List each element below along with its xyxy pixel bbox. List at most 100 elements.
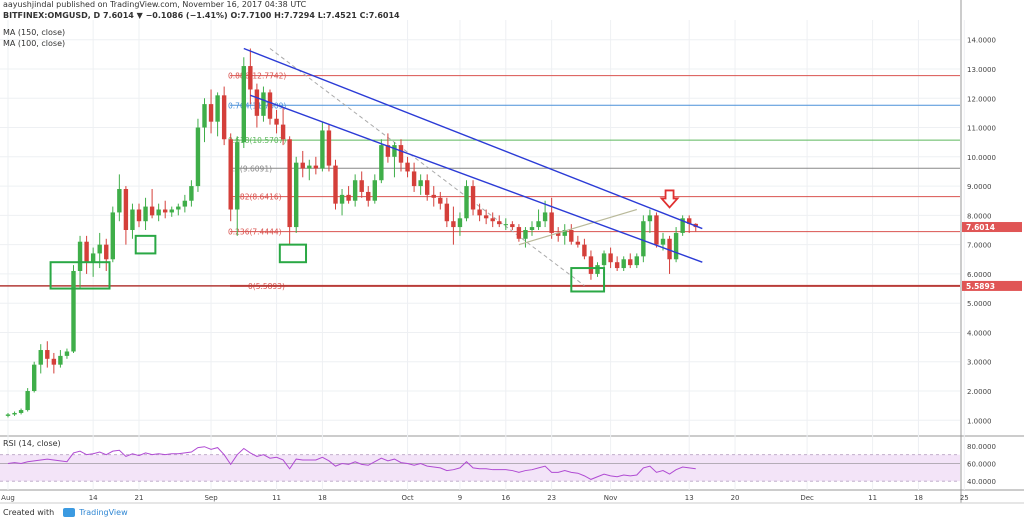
- main-pane[interactable]: [0, 20, 960, 432]
- candle-body: [425, 180, 430, 195]
- candle-body: [280, 124, 286, 140]
- candle: [208, 89, 214, 134]
- candle: [418, 174, 423, 195]
- time-tick-label: 11: [868, 494, 877, 502]
- candle: [261, 86, 266, 122]
- candle: [385, 133, 391, 163]
- candle-body: [601, 253, 607, 266]
- price-tick-label: 7.0000: [967, 242, 992, 250]
- candle-body: [392, 145, 397, 157]
- dashed-trend-line[interactable]: [269, 48, 585, 287]
- footer-brand[interactable]: TradingView: [79, 508, 128, 517]
- candle: [45, 341, 50, 368]
- candle-body: [641, 221, 646, 257]
- candle-body: [38, 350, 43, 365]
- candle-body: [274, 118, 279, 125]
- candle: [608, 247, 613, 269]
- candle: [12, 411, 17, 416]
- candle-body: [503, 224, 508, 226]
- candle: [130, 203, 135, 239]
- time-tick-label: 25: [960, 494, 969, 502]
- candle: [673, 227, 679, 263]
- time-tick-label: 9: [458, 494, 462, 502]
- candle-body: [575, 241, 581, 245]
- candle-body: [660, 238, 666, 245]
- candles: [5, 48, 698, 418]
- candle: [104, 238, 109, 271]
- rsi-tick-label: 40.0000: [967, 478, 996, 486]
- symbol-ohlc-line: BITFINEX:OMGUSD, D 7.6014 ▼ −0.1086 (−1.…: [3, 11, 400, 20]
- candle: [595, 262, 600, 277]
- time-tick-label: 18: [914, 494, 923, 502]
- candle: [575, 235, 581, 248]
- candle: [398, 139, 404, 172]
- candle-body: [523, 230, 528, 239]
- candle-body: [562, 230, 567, 236]
- candle: [680, 215, 685, 236]
- bearish-trend-line[interactable]: [250, 94, 703, 263]
- candle-body: [477, 209, 482, 216]
- candle: [18, 408, 24, 415]
- candle: [523, 227, 528, 248]
- indicator-ma150[interactable]: MA (150, close): [3, 28, 66, 37]
- time-tick-label: 11: [272, 494, 281, 502]
- resistance-arrow-icon[interactable]: [659, 189, 680, 209]
- candle-body: [667, 238, 672, 260]
- candle: [687, 215, 692, 233]
- candle: [582, 238, 587, 260]
- candle-body: [235, 142, 240, 210]
- time-tick-label: 18: [318, 494, 327, 502]
- candle: [464, 180, 469, 222]
- channel-line[interactable]: [518, 208, 637, 246]
- bearish-trend-line[interactable]: [243, 47, 703, 230]
- price-tick-label: 5.0000: [967, 300, 992, 308]
- candle: [366, 186, 371, 207]
- candle-body: [536, 221, 541, 228]
- price-tick-label: 2.0000: [967, 388, 992, 396]
- time-tick-label: Oct: [401, 494, 413, 502]
- candle: [235, 136, 240, 236]
- candle-body: [464, 186, 469, 219]
- candle: [189, 180, 194, 207]
- candle: [562, 224, 567, 245]
- candle-body: [320, 130, 325, 169]
- support-highlight-box[interactable]: [570, 267, 606, 293]
- candle-body: [654, 215, 659, 245]
- candle-body: [104, 244, 109, 260]
- candle: [176, 203, 181, 216]
- candle-body: [483, 215, 489, 219]
- candle-body: [346, 194, 351, 201]
- candle-body: [457, 218, 463, 228]
- candle: [654, 212, 659, 248]
- candle-body: [182, 200, 188, 207]
- support-highlight-box[interactable]: [49, 261, 111, 290]
- candle-body: [202, 104, 207, 128]
- candle: [621, 256, 626, 271]
- footer-created-label: Created with: [3, 508, 55, 517]
- rsi-pane[interactable]: [0, 446, 960, 482]
- candle-body: [647, 215, 653, 222]
- candle-body: [608, 253, 613, 263]
- candle: [549, 197, 554, 239]
- support-highlight-box[interactable]: [278, 243, 308, 264]
- candle: [588, 250, 594, 280]
- candle: [51, 352, 57, 374]
- tradingview-logo-icon: [62, 508, 75, 517]
- candle-body: [405, 162, 410, 172]
- candle: [411, 162, 417, 192]
- candle: [267, 89, 273, 125]
- rsi-tick-label: 60.0000: [967, 461, 996, 469]
- candle: [202, 98, 207, 143]
- indicator-ma100[interactable]: MA (100, close): [3, 39, 66, 48]
- price-tick-label: 12.0000: [967, 95, 996, 103]
- candle: [280, 107, 286, 146]
- support-highlight-box[interactable]: [134, 234, 157, 255]
- candle: [339, 189, 345, 216]
- fib-level-label: 0.886(12.7742): [228, 72, 286, 81]
- candle: [372, 174, 377, 204]
- candle: [300, 150, 305, 178]
- candle-body: [588, 256, 594, 274]
- candle-body: [516, 227, 522, 239]
- candle: [542, 200, 548, 228]
